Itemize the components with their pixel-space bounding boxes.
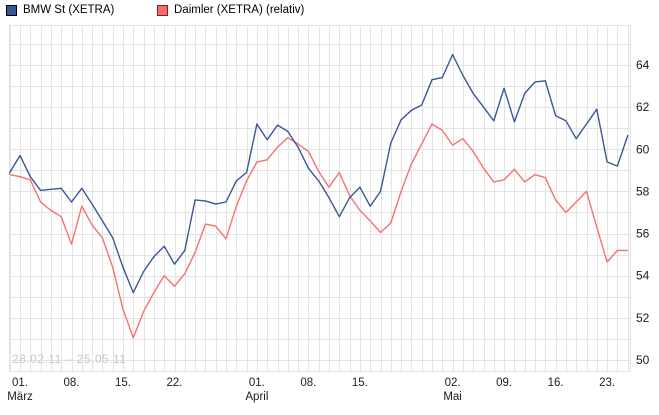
- daimler-color-swatch-icon: [157, 4, 168, 16]
- svg-text:09.: 09.: [496, 377, 512, 389]
- svg-text:23.: 23.: [599, 377, 615, 389]
- svg-text:Mai: Mai: [443, 391, 462, 403]
- svg-text:60: 60: [636, 142, 650, 156]
- svg-text:52: 52: [636, 311, 650, 325]
- x-axis-labels: 01. März 08. 15. 22. 01. April 08. 15. 02. Mai 09. 1…: [7, 377, 615, 403]
- legend-label-bmw: BMW St (XETRA): [23, 4, 115, 16]
- svg-text:58: 58: [636, 184, 650, 198]
- svg-text:16.: 16.: [548, 377, 564, 389]
- svg-text:54: 54: [636, 269, 650, 283]
- daimler-price-line: [8, 123, 629, 339]
- grid-lines: [9, 25, 630, 371]
- svg-text:März: März: [7, 391, 33, 403]
- svg-text:08.: 08.: [64, 377, 80, 389]
- svg-text:62: 62: [636, 100, 650, 114]
- svg-text:01.: 01.: [249, 377, 265, 389]
- svg-text:01.: 01.: [12, 377, 28, 389]
- svg-text:15.: 15.: [352, 377, 368, 389]
- svg-text:50: 50: [636, 353, 650, 367]
- svg-text:15.: 15.: [115, 377, 131, 389]
- bmw-color-swatch-icon: [6, 4, 17, 16]
- svg-text:64: 64: [636, 58, 650, 72]
- svg-text:22.: 22.: [167, 377, 183, 389]
- bmw-price-line: [8, 53, 629, 294]
- y-axis-labels: 50 52 54 56 58 60 62 64: [636, 58, 650, 367]
- date-range-watermark: 28.02.11 – 25.05.11: [12, 352, 127, 366]
- svg-text:08.: 08.: [300, 377, 316, 389]
- plot-border: [9, 25, 631, 372]
- svg-text:02.: 02.: [445, 377, 461, 389]
- chart-legend: BMW St (XETRA) Daimler (XETRA) (relativ): [6, 4, 656, 20]
- legend-item-daimler: Daimler (XETRA) (relativ): [157, 4, 304, 16]
- legend-label-daimler: Daimler (XETRA) (relativ): [174, 4, 305, 16]
- svg-text:56: 56: [636, 227, 650, 241]
- legend-item-bmw: BMW St (XETRA): [6, 4, 114, 16]
- svg-text:April: April: [245, 391, 268, 403]
